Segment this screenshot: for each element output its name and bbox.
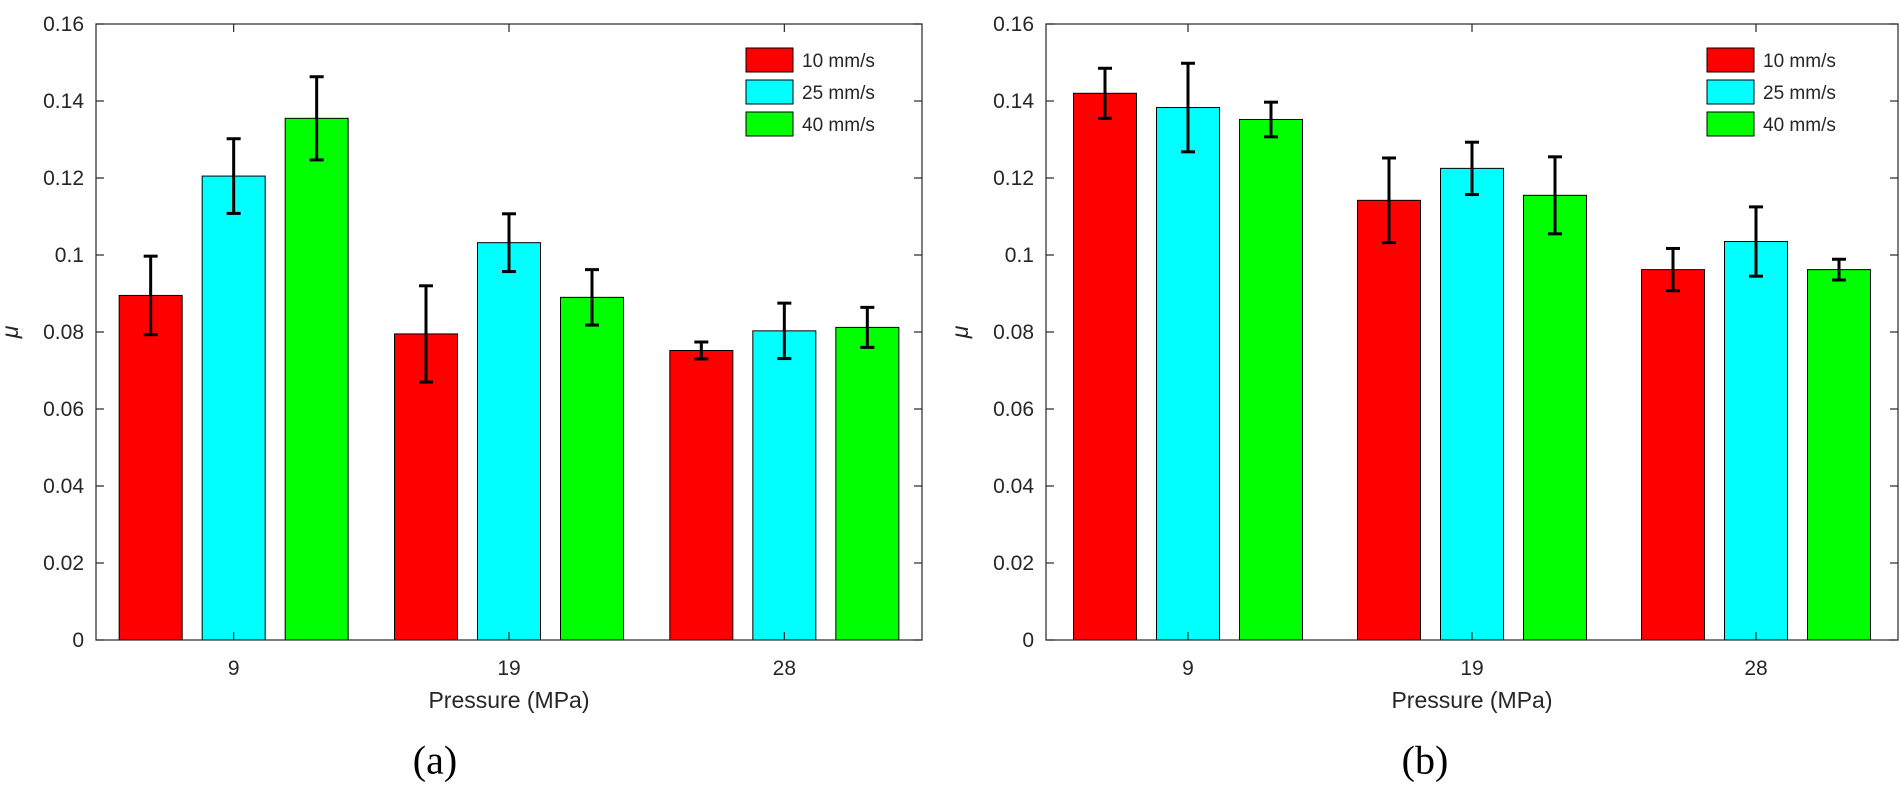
- x-tick-label: 9: [1182, 657, 1194, 680]
- bar-40mms-19: [560, 296, 624, 641]
- bar-25mms-28: [1724, 241, 1788, 641]
- bar-40mms-28: [835, 326, 900, 641]
- error-bar-25mms-19: [502, 212, 516, 274]
- error-bar-25mms-9: [226, 137, 241, 215]
- bar-10mms-19: [394, 333, 458, 641]
- legend-swatch: [745, 47, 794, 73]
- y-tick-label: 0.1: [1005, 244, 1034, 267]
- error-bar-25mms-28: [1749, 205, 1763, 278]
- legend-swatch: [745, 111, 794, 137]
- bar-25mms-9: [201, 175, 266, 641]
- legend-swatch: [1706, 111, 1755, 137]
- legend-label: 10 mm/s: [802, 51, 875, 72]
- error-bar-40mms-9: [1264, 100, 1278, 139]
- panel-label-a: (a): [412, 737, 458, 783]
- y-tick-label: 0.12: [43, 167, 84, 190]
- y-tick-label: 0.16: [43, 13, 84, 36]
- error-bar-25mms-28: [777, 301, 792, 361]
- y-tick-label: 0.02: [43, 552, 84, 575]
- x-tick-label: 9: [228, 657, 240, 680]
- y-tick-label: 0.08: [43, 321, 84, 344]
- y-axis-label: μ: [0, 325, 23, 339]
- legend-swatch: [1706, 47, 1755, 73]
- y-axis-label: μ: [950, 325, 973, 339]
- bar-10mms-28: [669, 349, 734, 641]
- panel-label-b: (b): [1401, 737, 1449, 783]
- y-tick-label: 0.06: [43, 398, 84, 421]
- bar-10mms-19: [1357, 199, 1421, 641]
- error-bar-10mms-28: [694, 340, 709, 361]
- legend-label: 40 mm/s: [1763, 115, 1836, 136]
- y-tick-label: 0.06: [993, 398, 1034, 421]
- y-tick-label: 0.14: [43, 90, 84, 113]
- bar-40mms-9: [1239, 118, 1303, 641]
- bar-10mms-9: [118, 294, 183, 641]
- error-bar-10mms-19: [419, 284, 433, 384]
- y-tick-label: 0.04: [43, 475, 84, 498]
- x-axis-label: Pressure (MPa): [428, 687, 589, 713]
- y-tick-label: 0: [1022, 629, 1034, 652]
- error-bar-40mms-9: [309, 75, 324, 162]
- bar-40mms-9: [284, 117, 349, 641]
- y-tick-label: 0.14: [993, 90, 1034, 113]
- y-tick-label: 0.08: [993, 321, 1034, 344]
- error-bar-25mms-9: [1181, 61, 1195, 154]
- bar-25mms-28: [752, 330, 817, 641]
- error-bar-40mms-19: [1548, 155, 1562, 236]
- y-tick-label: 0.1: [55, 244, 84, 267]
- y-tick-label: 0: [72, 629, 84, 652]
- x-axis-label: Pressure (MPa): [1391, 687, 1552, 713]
- legend: 10 mm/s 25 mm/s 40 mm/s: [745, 47, 875, 137]
- y-tick-label: 0.02: [993, 552, 1034, 575]
- y-tick-label: 0.04: [993, 475, 1034, 498]
- legend-swatch: [1706, 79, 1755, 105]
- y-tick-label: 0.16: [993, 13, 1034, 36]
- bar-10mms-28: [1641, 269, 1705, 641]
- error-bar-40mms-28: [1832, 257, 1846, 282]
- legend-label: 25 mm/s: [1763, 83, 1836, 104]
- chart-panel-b: 0 0.02 0.04 0.06 0.08 0.1 0.12 0.14 0.16 9 19 28 Pre…: [950, 0, 1900, 788]
- error-bar-10mms-28: [1666, 246, 1680, 293]
- x-tick-label: 19: [1460, 657, 1483, 680]
- error-bar-25mms-19: [1465, 140, 1479, 197]
- bar-25mms-9: [1156, 107, 1220, 641]
- bar-chart-a: 0 0.02 0.04 0.06 0.08 0.1 0.12 0.14 0.16 9 19 28 Pre…: [0, 13, 923, 713]
- legend-label: 25 mm/s: [802, 83, 875, 104]
- error-bar-40mms-19: [585, 268, 599, 327]
- error-bar-40mms-28: [860, 305, 875, 349]
- legend-swatch: [745, 79, 794, 105]
- x-tick-label: 19: [497, 657, 520, 680]
- error-bar-10mms-9: [143, 254, 158, 337]
- bar-40mms-19: [1523, 194, 1587, 641]
- legend-label: 10 mm/s: [1763, 51, 1836, 72]
- error-bar-10mms-9: [1098, 66, 1112, 120]
- chart-panel-a: 0 0.02 0.04 0.06 0.08 0.1 0.12 0.14 0.16 9 19 28 Pre…: [0, 13, 923, 783]
- bar-25mms-19: [477, 242, 541, 641]
- x-tick-label: 28: [773, 657, 796, 680]
- legend: 10 mm/s 25 mm/s 40 mm/s: [1706, 47, 1836, 137]
- x-tick-label: 28: [1744, 657, 1767, 680]
- bar-chart-b: 0 0.02 0.04 0.06 0.08 0.1 0.12 0.14 0.16 9 19 28 Pre…: [950, 13, 1899, 713]
- error-bar-10mms-19: [1382, 156, 1396, 245]
- legend-label: 40 mm/s: [802, 115, 875, 136]
- bar-40mms-28: [1807, 269, 1871, 641]
- bar-10mms-9: [1073, 92, 1137, 641]
- y-tick-label: 0.12: [993, 167, 1034, 190]
- bar-25mms-19: [1440, 167, 1504, 641]
